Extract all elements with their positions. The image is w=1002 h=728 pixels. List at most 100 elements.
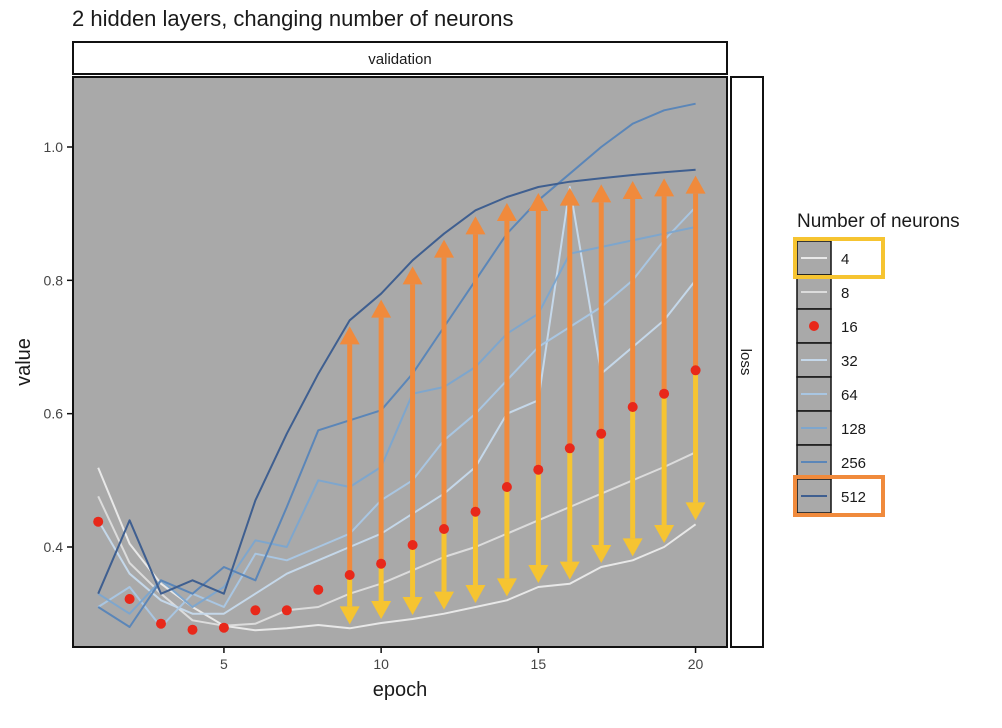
down-arrow-head [654,525,675,543]
series-point-16 [470,506,481,517]
series-point-16 [376,558,387,569]
down-arrow [528,469,549,583]
plot-panel [72,76,728,648]
down-arrow [371,563,392,619]
up-arrow-head [654,178,675,197]
y-tick-label: 0.6 [44,406,64,422]
up-arrow [654,178,675,394]
up-arrow [559,187,580,449]
series-point-16 [564,443,575,454]
chart-title: 2 hidden layers, changing number of neur… [72,6,514,31]
series-point-16 [501,482,512,492]
x-tick-label: 20 [688,656,704,672]
up-arrow-head [371,299,392,318]
facet-label-validation: validation [368,51,431,68]
legend-label: 64 [841,387,858,404]
series-line-4 [97,467,697,632]
x-tick-label: 15 [531,656,547,672]
series-point-16 [124,594,135,604]
y-tick-label: 1.0 [44,139,64,155]
up-arrow [339,326,360,575]
legend-label: 512 [841,489,866,506]
legend-label: 256 [841,455,866,472]
down-arrow [622,407,643,557]
series-point-16 [250,605,261,616]
series-point-16 [187,624,198,635]
series-point-16 [533,464,544,475]
facet-strip-right [730,76,764,648]
up-arrow-head [434,239,455,258]
series-lines [97,102,697,632]
legend-item-32: 32 [796,342,858,378]
series-point-16 [659,388,670,399]
up-arrow [465,216,486,512]
up-arrow [622,181,643,407]
legend-item-4: 4 [796,240,849,276]
legend-item-8: 8 [796,274,849,310]
up-arrow-head [339,326,360,345]
legend-item-16: 16 [796,308,858,344]
series-line-32 [97,186,697,615]
series-point-16 [218,622,229,633]
x-tick-label: 10 [373,656,389,672]
legend-label: 8 [841,285,849,302]
y-tick-label: 0.8 [44,272,64,288]
down-arrow [654,393,675,543]
down-arrow-head [371,601,392,619]
down-arrow-head [528,565,549,583]
legend-item-512: 512 [796,478,866,514]
down-arrow-head [559,561,580,580]
up-arrow-head [622,181,643,199]
legend-key-point [809,321,819,331]
series-point-16 [93,516,104,527]
down-arrow-head [402,597,423,615]
facet-label-loss: loss [737,349,754,376]
up-arrow-head [465,216,486,235]
series-point-16 [281,605,292,616]
down-arrow-head [434,591,455,610]
series-point-16 [407,540,418,550]
down-arrow-head [339,606,360,625]
x-axis: 5 10 15 20 [220,647,704,672]
facet-strip-top [72,41,728,75]
legend-item-64: 64 [796,376,858,412]
series-markers [93,365,701,635]
series-line-256 [97,102,696,628]
down-arrow [402,545,423,615]
down-arrow-head [622,538,643,557]
down-arrow [496,487,517,597]
down-arrow [434,529,455,610]
series-point-16 [439,524,449,534]
down-arrow [339,575,360,625]
down-arrow-head [685,502,706,521]
legend: Number of neurons 4 8 16 32 64 128 256 512 [793,211,960,517]
legend-label: 128 [841,421,866,438]
series-line-512 [97,168,696,595]
series-point-16 [344,570,355,580]
x-axis-label: epoch [373,679,428,701]
y-axis: 0.4 0.6 0.8 1.0 [44,139,73,555]
series-point-16 [313,584,324,595]
arrows [339,175,706,625]
up-arrow [402,266,423,545]
down-arrow-head [496,578,517,597]
series-point-16 [596,428,607,439]
down-arrow [591,433,612,563]
down-arrow [465,511,486,603]
series-line-8 [97,451,697,627]
up-arrow [434,239,455,529]
legend-title: Number of neurons [797,211,960,232]
up-arrow-head [559,187,580,206]
y-axis-label: value [13,338,35,386]
down-arrow-head [465,585,486,603]
y-tick-label: 0.4 [44,539,64,555]
legend-label: 32 [841,353,858,370]
up-arrow [685,175,706,371]
legend-label: 16 [841,319,858,336]
up-arrow-head [402,266,423,285]
up-arrow [591,184,612,434]
up-arrow [371,299,392,564]
down-arrow-head [591,545,612,563]
series-line-128 [97,226,696,615]
